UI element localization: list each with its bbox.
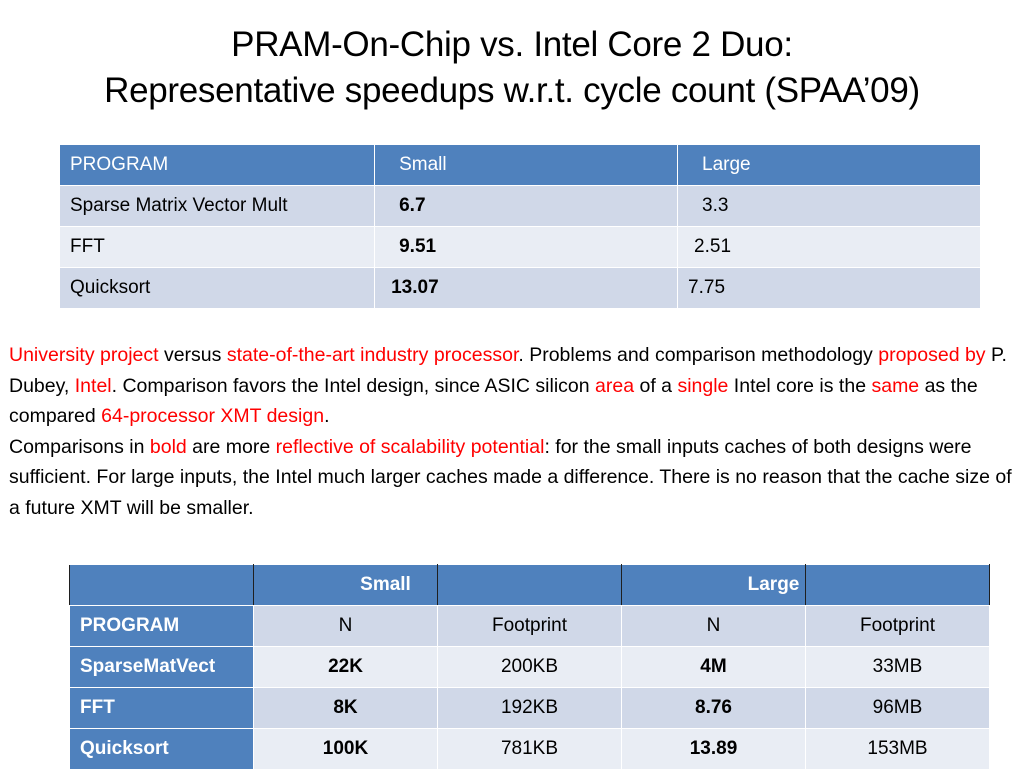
text-segment: Comparisons in bbox=[9, 435, 150, 458]
row-small-n: 8K bbox=[253, 687, 438, 729]
text-segment: are more bbox=[186, 435, 276, 458]
group-header-small: Small bbox=[253, 564, 438, 606]
text-segment: . Problems and comparison methodology bbox=[518, 344, 879, 366]
group-header-blank bbox=[805, 564, 990, 606]
text-university-project: University project bbox=[9, 344, 159, 366]
text-segment: Intel core is the bbox=[728, 374, 872, 397]
row-small-footprint: 781KB bbox=[437, 728, 622, 770]
group-header-empty bbox=[69, 564, 254, 606]
subheader-small-n: N bbox=[253, 605, 438, 647]
row-large-value: 7.75 bbox=[688, 277, 726, 298]
text-xmt-design: 64-processor XMT design bbox=[101, 405, 325, 427]
input-size-subheader: PROGRAM N Footprint N Footprint bbox=[69, 605, 990, 647]
row-large-n: 13.89 bbox=[621, 728, 806, 770]
row-small-footprint: 200KB bbox=[437, 646, 622, 688]
row-large: 3.3 bbox=[677, 185, 981, 227]
speedup-table-header: PROGRAM Small Large bbox=[58, 144, 981, 186]
row-program: SparseMatVect bbox=[69, 646, 254, 688]
text-segment: . bbox=[324, 405, 330, 427]
row-small: 9.51 bbox=[374, 226, 679, 268]
table-row: FFT 9.51 2.51 bbox=[58, 226, 981, 268]
row-large-value: 2.51 bbox=[694, 236, 732, 257]
row-program: Quicksort bbox=[58, 267, 376, 309]
subheader-program: PROGRAM bbox=[69, 605, 254, 647]
text-same: same bbox=[871, 374, 920, 397]
row-large-n: 4M bbox=[621, 646, 806, 688]
text-area: area bbox=[595, 374, 635, 397]
row-small-value: 13.07 bbox=[391, 277, 439, 298]
group-header-large-label: Large bbox=[747, 574, 800, 595]
text-single: single bbox=[677, 374, 729, 397]
table-row: Quicksort 13.07 7.75 bbox=[58, 267, 981, 309]
row-large-footprint: 153MB bbox=[805, 728, 990, 770]
row-program: FFT bbox=[69, 687, 254, 729]
table-row: SparseMatVect 22K 200KB 4M 33MB bbox=[69, 646, 990, 688]
row-small: 6.7 bbox=[374, 185, 679, 227]
row-small-value: 9.51 bbox=[399, 236, 437, 257]
table-row: Quicksort 100K 781KB 13.89 153MB bbox=[69, 728, 990, 770]
row-large: 2.51 bbox=[677, 226, 981, 268]
text-segment: of a bbox=[634, 374, 678, 397]
row-small-n: 22K bbox=[253, 646, 438, 688]
row-large-value: 3.3 bbox=[702, 195, 729, 216]
text-segment: : for the small inputs caches of both de… bbox=[9, 435, 1012, 519]
text-intel: Intel bbox=[74, 374, 112, 397]
row-large: 7.75 bbox=[677, 267, 981, 309]
row-large-footprint: 96MB bbox=[805, 687, 990, 729]
text-scalability: reflective of scalability potential bbox=[275, 435, 545, 458]
slide-title: PRAM-On-Chip vs. Intel Core 2 Duo: Repre… bbox=[0, 22, 1024, 114]
text-segment: versus bbox=[158, 344, 227, 366]
header-large-label: Large bbox=[702, 154, 751, 175]
text-proposed-by: proposed by bbox=[878, 344, 986, 366]
row-small-n: 100K bbox=[253, 728, 438, 770]
row-large-footprint: 33MB bbox=[805, 646, 990, 688]
text-segment: P. Dubey, bbox=[9, 344, 1007, 397]
input-size-group-header: Small Large bbox=[69, 564, 990, 606]
row-program: FFT bbox=[58, 226, 376, 268]
header-program: PROGRAM bbox=[58, 144, 376, 186]
header-small: Small bbox=[374, 144, 679, 186]
group-header-blank bbox=[437, 564, 622, 606]
input-size-table: Small Large PROGRAM N Footprint N Footpr… bbox=[69, 564, 990, 770]
row-small-footprint: 192KB bbox=[437, 687, 622, 729]
header-large: Large bbox=[677, 144, 981, 186]
row-program: Quicksort bbox=[69, 728, 254, 770]
row-small: 13.07 bbox=[374, 267, 679, 309]
header-small-label: Small bbox=[399, 154, 447, 175]
table-row: Sparse Matrix Vector Mult 6.7 3.3 bbox=[58, 185, 981, 227]
text-bold: bold bbox=[149, 435, 187, 458]
explanation-paragraph: University project versus state-of-the-a… bbox=[9, 340, 1014, 523]
subheader-small-footprint: Footprint bbox=[437, 605, 622, 647]
text-industry-processor: state-of-the-art industry processor bbox=[226, 344, 519, 366]
subheader-large-footprint: Footprint bbox=[805, 605, 990, 647]
row-small-value: 6.7 bbox=[399, 195, 426, 216]
row-program: Sparse Matrix Vector Mult bbox=[58, 185, 376, 227]
group-header-large: Large bbox=[621, 564, 806, 606]
text-segment: . Comparison favors the Intel design, si… bbox=[111, 374, 596, 397]
group-header-small-label: Small bbox=[360, 574, 411, 595]
title-line-1: PRAM-On-Chip vs. Intel Core 2 Duo: bbox=[231, 25, 793, 64]
speedup-table: PROGRAM Small Large Sparse Matrix Vector… bbox=[58, 144, 981, 309]
title-line-2: Representative speedups w.r.t. cycle cou… bbox=[104, 71, 920, 110]
text-segment: as the compared bbox=[9, 374, 978, 428]
subheader-large-n: N bbox=[621, 605, 806, 647]
row-large-n: 8.76 bbox=[621, 687, 806, 729]
table-row: FFT 8K 192KB 8.76 96MB bbox=[69, 687, 990, 729]
